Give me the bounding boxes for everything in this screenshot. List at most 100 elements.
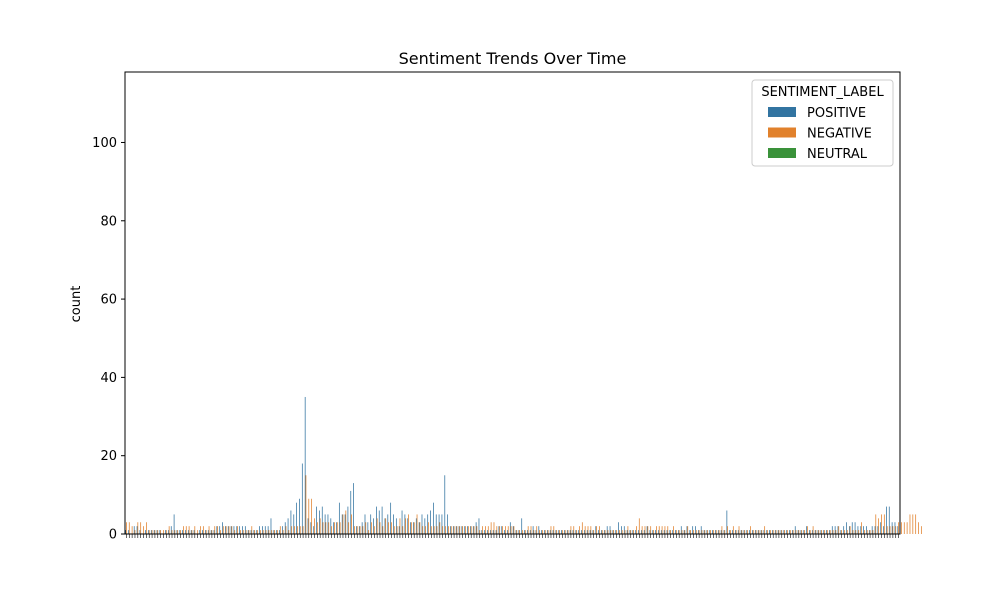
bar-negative bbox=[801, 530, 803, 534]
bar-positive bbox=[207, 530, 209, 534]
bar-positive bbox=[455, 526, 457, 534]
bar-negative bbox=[502, 526, 503, 534]
bar-negative bbox=[764, 526, 766, 534]
bar-negative bbox=[368, 530, 369, 534]
bar-positive bbox=[304, 396, 306, 534]
bar-negative bbox=[673, 526, 674, 534]
bar-positive bbox=[156, 530, 158, 534]
bar-positive bbox=[658, 530, 659, 534]
bar-positive bbox=[535, 530, 537, 534]
bar-negative bbox=[821, 530, 823, 534]
bar-negative bbox=[353, 526, 355, 534]
bar-positive bbox=[626, 530, 628, 534]
bar-negative bbox=[128, 522, 130, 534]
bar-positive bbox=[165, 530, 166, 534]
bar-positive bbox=[407, 518, 409, 534]
bar-positive bbox=[327, 514, 329, 534]
bar-negative bbox=[661, 526, 663, 534]
bar-positive bbox=[381, 506, 383, 534]
bar-negative bbox=[157, 530, 159, 534]
bar-positive bbox=[612, 530, 614, 534]
bar-negative bbox=[413, 522, 415, 534]
bar-positive bbox=[470, 526, 471, 534]
bar-negative bbox=[356, 526, 358, 534]
bar-negative bbox=[299, 526, 301, 534]
bar-negative bbox=[901, 522, 902, 534]
bar-positive bbox=[290, 510, 292, 534]
y-tick-label: 100 bbox=[92, 136, 117, 151]
bar-negative bbox=[302, 526, 304, 534]
bar-negative bbox=[191, 530, 193, 534]
bar-positive bbox=[777, 530, 779, 534]
bar-negative bbox=[553, 526, 555, 534]
bar-negative bbox=[812, 526, 814, 534]
bar-negative bbox=[214, 526, 216, 534]
bar-negative bbox=[883, 514, 885, 534]
bar-positive bbox=[652, 530, 654, 534]
bar-positive bbox=[894, 522, 896, 534]
bar-negative bbox=[912, 514, 914, 534]
bar-negative bbox=[228, 526, 230, 534]
bar-negative bbox=[687, 526, 689, 534]
bar-positive bbox=[589, 530, 591, 534]
bar-negative bbox=[237, 526, 238, 534]
bar-negative bbox=[376, 518, 378, 534]
bar-negative bbox=[573, 526, 575, 534]
bar-positive bbox=[481, 530, 483, 534]
bar-positive bbox=[584, 530, 585, 534]
bar-negative bbox=[849, 526, 851, 534]
bar-positive bbox=[236, 526, 238, 534]
bar-positive bbox=[880, 522, 882, 534]
bar-negative bbox=[647, 526, 649, 534]
bar-negative bbox=[681, 530, 683, 534]
bar-negative bbox=[738, 526, 740, 534]
bar-positive bbox=[820, 530, 822, 534]
bar-negative bbox=[519, 530, 520, 534]
bar-positive bbox=[720, 530, 722, 534]
bar-negative bbox=[875, 514, 877, 534]
bar-positive bbox=[772, 530, 773, 534]
bar-positive bbox=[404, 514, 406, 534]
bar-negative bbox=[775, 530, 777, 534]
bar-positive bbox=[623, 526, 625, 534]
bar-negative bbox=[251, 526, 253, 534]
bar-positive bbox=[281, 526, 283, 534]
bar-negative bbox=[596, 526, 597, 534]
bar-negative bbox=[405, 518, 407, 534]
bar-negative bbox=[485, 526, 486, 534]
bar-negative bbox=[741, 530, 743, 534]
bar-negative bbox=[781, 530, 783, 534]
legend: SENTIMENT_LABEL POSITIVE NEGATIVE NEUTRAL bbox=[751, 79, 894, 167]
bar-negative bbox=[197, 530, 199, 534]
bar-positive bbox=[233, 526, 235, 534]
bar-negative bbox=[556, 530, 558, 534]
bar-positive bbox=[638, 530, 639, 534]
bar-negative bbox=[151, 530, 153, 534]
bar-positive bbox=[749, 530, 751, 534]
bar-positive bbox=[321, 506, 323, 534]
bar-positive bbox=[792, 530, 793, 534]
bar-negative bbox=[747, 530, 748, 534]
bar-negative bbox=[653, 530, 654, 534]
bar-negative bbox=[690, 530, 691, 534]
bar-negative bbox=[872, 530, 874, 534]
bar-positive bbox=[284, 522, 286, 534]
bar-positive bbox=[427, 514, 429, 534]
bar-positive bbox=[603, 530, 605, 534]
bar-negative bbox=[268, 530, 270, 534]
bar-negative bbox=[621, 530, 623, 534]
bar-positive bbox=[797, 530, 799, 534]
bar-positive bbox=[675, 530, 676, 534]
bar-negative bbox=[787, 530, 788, 534]
bar-negative bbox=[522, 530, 523, 534]
bar-positive bbox=[552, 530, 554, 534]
bar-positive bbox=[735, 530, 736, 534]
bar-positive bbox=[743, 530, 745, 534]
bar-positive bbox=[216, 526, 218, 534]
bar-negative bbox=[744, 530, 746, 534]
bar-positive bbox=[242, 526, 243, 534]
bar-positive bbox=[384, 518, 386, 534]
bar-negative bbox=[638, 518, 640, 534]
bar-positive bbox=[538, 526, 540, 534]
